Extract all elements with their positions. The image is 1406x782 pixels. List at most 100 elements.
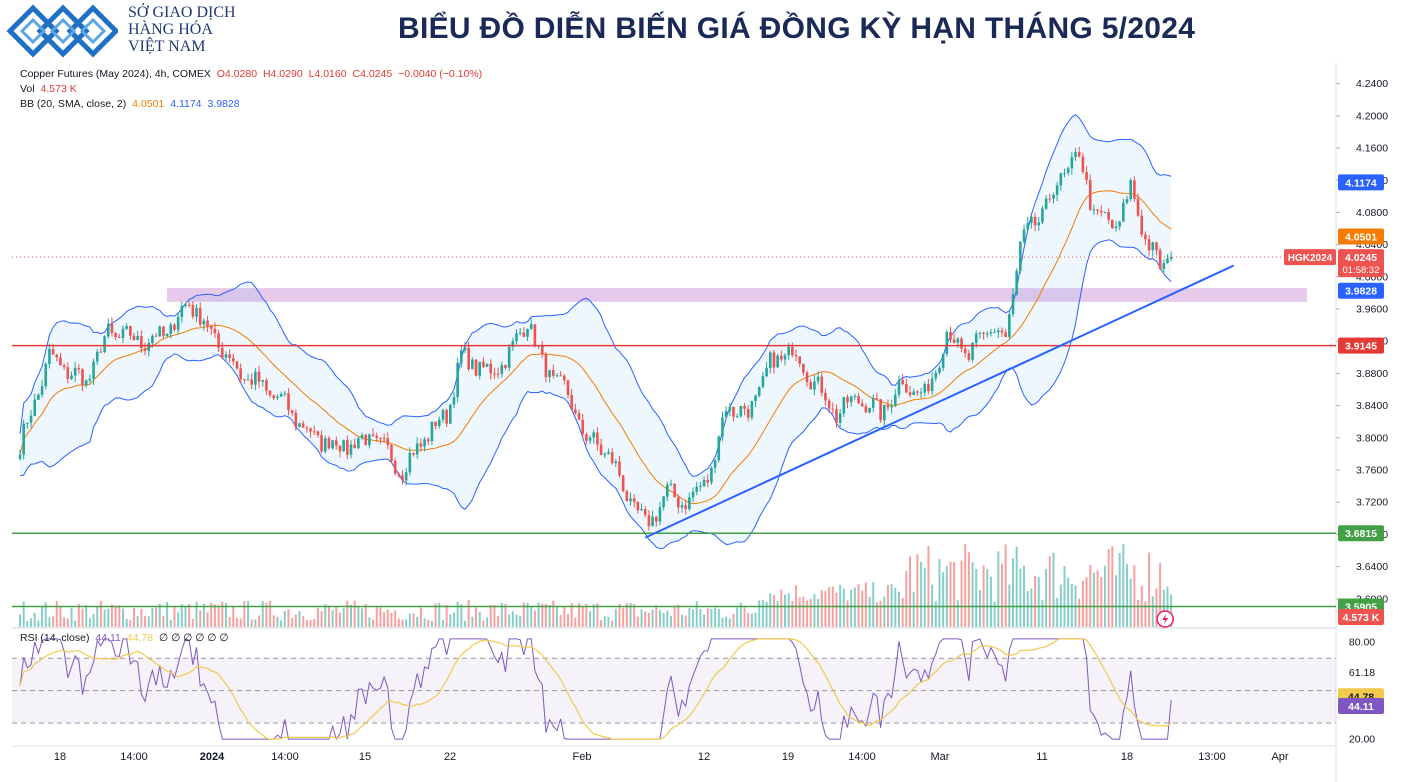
volume-bar xyxy=(74,620,77,627)
volume-bar xyxy=(548,605,551,627)
page-title: BIỂU ĐỒ DIỄN BIẾN GIÁ ĐỒNG KỲ HẠN THÁNG … xyxy=(398,12,1196,45)
volume-bar xyxy=(224,602,227,627)
volume-bar xyxy=(688,608,691,627)
candle-body xyxy=(346,440,349,455)
volume-bar xyxy=(934,601,937,627)
volume-bar xyxy=(265,602,268,627)
candle-body xyxy=(504,365,507,368)
volume-bar xyxy=(541,603,544,627)
volume-bar xyxy=(1070,583,1073,627)
candle-body xyxy=(220,347,224,358)
candle-body xyxy=(489,363,493,374)
candle-body xyxy=(415,443,419,455)
volume-bar xyxy=(375,605,378,627)
volume-bar xyxy=(618,603,621,627)
candle-body xyxy=(265,380,268,391)
candle-body xyxy=(993,332,996,334)
candle-body xyxy=(846,397,849,403)
candle-body xyxy=(783,355,787,360)
candle-body xyxy=(585,434,588,441)
volume-bar xyxy=(144,615,147,627)
volume-bar xyxy=(787,593,790,627)
candle-body xyxy=(235,361,239,369)
candle-body xyxy=(515,333,518,342)
candle-body xyxy=(923,384,927,393)
candle-body xyxy=(1151,242,1155,251)
candle-body xyxy=(272,395,276,399)
volume-bar xyxy=(206,612,209,627)
candle-body xyxy=(621,475,625,492)
volume-bar xyxy=(136,616,139,627)
candle-body xyxy=(813,381,816,390)
candle-body xyxy=(55,354,59,358)
candle-body xyxy=(331,440,334,449)
volume-bar xyxy=(993,601,996,627)
candle-body xyxy=(894,394,897,406)
legend-rsi-row: RSI (14, close) 44.11 44.78 ∅ ∅ ∅ ∅ ∅ ∅ xyxy=(20,632,231,644)
volume-bar xyxy=(177,612,180,627)
volume-bar xyxy=(585,603,588,627)
candle-body xyxy=(941,354,945,368)
candle-body xyxy=(761,376,765,387)
candle-body xyxy=(768,352,772,368)
volume-bar xyxy=(758,600,761,627)
volume-bar xyxy=(368,617,371,627)
candle-body xyxy=(886,404,890,408)
volume-bar xyxy=(658,610,661,627)
candle-body xyxy=(1022,229,1026,242)
candle-body xyxy=(81,369,84,386)
candle-body xyxy=(563,375,566,381)
volume-bar xyxy=(81,608,84,627)
volume-bar xyxy=(346,600,349,627)
volume-bar xyxy=(478,612,481,627)
candle-body xyxy=(445,409,448,424)
candle-body xyxy=(581,419,585,435)
volume-bar xyxy=(173,606,176,627)
volume-bar xyxy=(77,603,80,627)
candle-body xyxy=(798,356,801,364)
volume-bar xyxy=(327,605,330,627)
volume-bar xyxy=(1004,544,1007,627)
volume-bar xyxy=(1037,577,1040,627)
candle-body xyxy=(305,427,309,429)
candle-body xyxy=(393,460,397,474)
candle-body xyxy=(629,498,632,502)
price-chart[interactable]: 4.24004.20004.16004.12004.08004.04004.00… xyxy=(12,62,1406,782)
volume-bar xyxy=(669,615,672,627)
rsi-ma-line xyxy=(19,638,1172,740)
candle-body xyxy=(1096,209,1099,211)
volume-bar xyxy=(151,607,154,627)
volume-bar xyxy=(798,597,801,627)
candle-body xyxy=(357,438,360,449)
chart-panel[interactable]: 4.24004.20004.16004.12004.08004.04004.00… xyxy=(12,62,1406,782)
candle-body xyxy=(805,372,809,383)
volume-bar xyxy=(909,556,912,627)
volume-bar xyxy=(1151,596,1154,627)
volume-bar xyxy=(180,604,183,627)
candle-body xyxy=(927,384,930,392)
legend-volume-row: Vol 4.573 K xyxy=(20,83,80,95)
volume-bar xyxy=(1092,572,1095,627)
candle-body xyxy=(750,400,754,418)
candle-body xyxy=(77,367,81,370)
candle-body xyxy=(1026,222,1030,230)
candle-body xyxy=(136,336,139,340)
candle-body xyxy=(956,338,960,343)
candle-body xyxy=(989,332,993,334)
candle-body xyxy=(916,391,919,393)
candle-body xyxy=(1169,257,1173,259)
candle-body xyxy=(1092,209,1096,211)
candle-body xyxy=(268,390,272,396)
volume-bar xyxy=(802,596,805,627)
candle-body xyxy=(121,328,125,338)
volume-bar xyxy=(372,619,375,627)
candle-body xyxy=(1041,208,1044,223)
volume-bar xyxy=(350,604,353,627)
candle-body xyxy=(401,475,404,481)
bollinger-lower-line xyxy=(19,239,1172,550)
candle-body xyxy=(1077,151,1081,157)
volume-bar xyxy=(721,617,724,627)
price-axis-label: 3.8000 xyxy=(1356,432,1388,444)
volume-bar xyxy=(140,608,143,627)
volume-bar xyxy=(228,617,231,627)
